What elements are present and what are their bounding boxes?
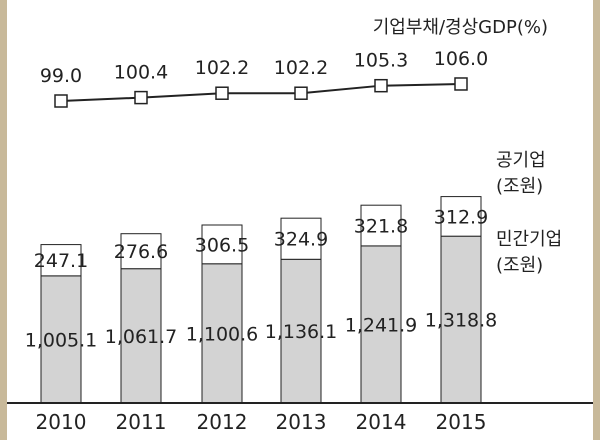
legend-private-0: 민간기업	[496, 229, 562, 250]
line-label-2011: 100.4	[114, 62, 168, 84]
x-tick-2014: 2014	[356, 410, 407, 434]
marker-2015	[454, 77, 468, 91]
bar-public-2011	[120, 233, 162, 270]
labels-layer: 247.1 1,005.1 2010 276.6 1,061.7 2011 306.5 1,1…	[25, 17, 563, 434]
line-label-2010: 99.0	[40, 65, 82, 87]
label-private-2014: 1,241.9	[345, 314, 418, 336]
line-label-2015: 106.0	[434, 48, 488, 70]
bar-private-2014	[360, 245, 402, 404]
x-tick-2013: 2013	[276, 410, 327, 434]
x-tick-2011: 2011	[116, 410, 167, 434]
legend-public-0: 공기업	[496, 150, 546, 171]
bar-public-2013	[280, 217, 322, 260]
marker-2011	[134, 90, 148, 105]
label-private-2011: 1,061.7	[105, 326, 178, 348]
legend-public-1: (조원)	[496, 176, 543, 197]
line-gdp-ratio	[60, 82, 462, 102]
label-public-2015: 312.9	[434, 206, 488, 228]
bars-layer	[40, 196, 482, 404]
label-public-2013: 324.9	[274, 229, 328, 251]
marker-2013	[294, 86, 308, 100]
bar-private-2013	[280, 258, 322, 404]
bar-private-2010	[40, 275, 82, 404]
label-public-2014: 321.8	[354, 216, 408, 238]
label-public-2011: 276.6	[114, 241, 168, 263]
x-tick-2012: 2012	[197, 410, 248, 434]
label-private-2015: 1,318.8	[425, 310, 498, 332]
label-public-2010: 247.1	[34, 250, 88, 272]
line-label-2014: 105.3	[354, 50, 408, 72]
x-tick-2010: 2010	[36, 410, 87, 434]
line-label-2012: 102.2	[195, 57, 249, 79]
bar-public-2010	[40, 244, 82, 277]
line-layer	[54, 77, 468, 108]
marker-2012	[215, 86, 229, 100]
label-public-2012: 306.5	[195, 234, 249, 256]
line-series-name: 기업부채/경상GDP(%)	[373, 17, 548, 38]
marker-2014	[374, 78, 388, 93]
bar-public-2014	[360, 204, 402, 247]
bar-public-2012	[201, 224, 243, 265]
line-label-2013: 102.2	[274, 57, 328, 79]
bar-private-2011	[120, 268, 162, 404]
label-private-2010: 1,005.1	[25, 329, 98, 351]
marker-2010	[54, 94, 68, 108]
bar-public-2015	[440, 196, 482, 237]
legend-private-1: (조원)	[496, 255, 543, 276]
label-private-2012: 1,100.6	[186, 323, 259, 345]
label-private-2013: 1,136.1	[265, 321, 338, 343]
x-tick-2015: 2015	[436, 410, 487, 434]
